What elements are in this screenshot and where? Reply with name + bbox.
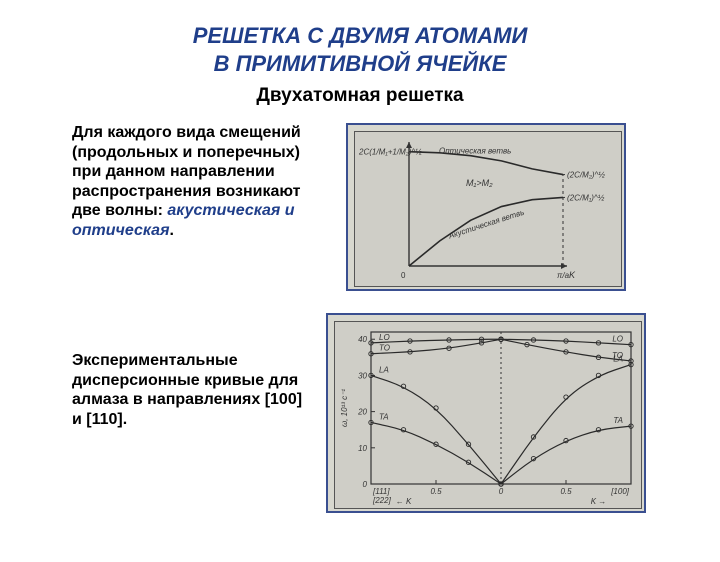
figure-2-frame: 0 10 20 30 40 ω, 10¹³ c⁻¹ 0.5 0.5 0 [111][222] [10… [326, 313, 646, 513]
slide-title: РЕШЕТКА С ДВУМЯ АТОМАМИ В ПРИМИТИВНОЙ ЯЧ… [0, 22, 720, 77]
figure-1-svg: 2C(1/M₁+1/M₂)^½ (2C/M₂)^½ (2C/M₁)^½ M₁>M₂ Оп… [355, 132, 623, 288]
section-1-text-plain-b: . [170, 222, 174, 239]
svg-text:M₁>M₂: M₁>M₂ [466, 178, 493, 188]
svg-text:40: 40 [358, 335, 367, 344]
svg-text:10: 10 [358, 444, 367, 453]
svg-text:0: 0 [499, 487, 504, 496]
section-1: Для каждого вида смещений (продольных и … [72, 123, 720, 291]
svg-text:0: 0 [363, 480, 368, 489]
svg-text:← K: ← K [396, 497, 412, 506]
section-2-text: Экспериментальные дисперсионные кривые д… [72, 351, 312, 429]
svg-text:TA: TA [379, 412, 389, 421]
svg-text:0.5: 0.5 [430, 487, 442, 496]
title-line-2: В ПРИМИТИВНОЙ ЯЧЕЙКЕ [214, 51, 507, 76]
svg-text:(2C/M₂)^½: (2C/M₂)^½ [567, 171, 605, 180]
figure-1: 2C(1/M₁+1/M₂)^½ (2C/M₂)^½ (2C/M₁)^½ M₁>M₂ Оп… [354, 131, 622, 287]
svg-text:π/a: π/a [557, 271, 570, 280]
svg-text:K →: K → [591, 497, 607, 506]
section-1-text: Для каждого вида смещений (продольных и … [72, 123, 332, 240]
svg-text:Оптическая ветвь: Оптическая ветвь [439, 146, 511, 155]
svg-text:30: 30 [358, 371, 367, 380]
section-2: Экспериментальные дисперсионные кривые д… [72, 313, 720, 513]
svg-text:LO: LO [379, 333, 390, 342]
svg-text:K: K [569, 270, 576, 280]
svg-text:TO: TO [379, 344, 390, 353]
svg-text:LO: LO [612, 335, 623, 344]
svg-text:LA: LA [613, 355, 623, 364]
svg-text:0: 0 [401, 271, 406, 280]
title-line-1: РЕШЕТКА С ДВУМЯ АТОМАМИ [193, 23, 528, 48]
svg-text:TA: TA [613, 416, 623, 425]
svg-text:2C(1/M₁+1/M₂)^½: 2C(1/M₁+1/M₂)^½ [358, 148, 422, 157]
svg-text:(2C/M₁)^½: (2C/M₁)^½ [567, 193, 605, 202]
svg-text:20: 20 [357, 408, 367, 417]
figure-2-svg: 0 10 20 30 40 ω, 10¹³ c⁻¹ 0.5 0.5 0 [111][222] [10… [335, 322, 643, 510]
figure-2: 0 10 20 30 40 ω, 10¹³ c⁻¹ 0.5 0.5 0 [111][222] [10… [334, 321, 642, 509]
svg-text:[100]: [100] [610, 487, 630, 496]
svg-text:LA: LA [379, 365, 389, 374]
slide-subtitle: Двухатомная решетка [0, 85, 720, 107]
svg-text:[111]: [111] [372, 487, 390, 496]
figure-1-frame: 2C(1/M₁+1/M₂)^½ (2C/M₂)^½ (2C/M₁)^½ M₁>M₂ Оп… [346, 123, 626, 291]
svg-text:ω, 10¹³ c⁻¹: ω, 10¹³ c⁻¹ [340, 389, 349, 427]
svg-text:[222]: [222] [372, 496, 392, 505]
svg-text:0.5: 0.5 [560, 487, 572, 496]
